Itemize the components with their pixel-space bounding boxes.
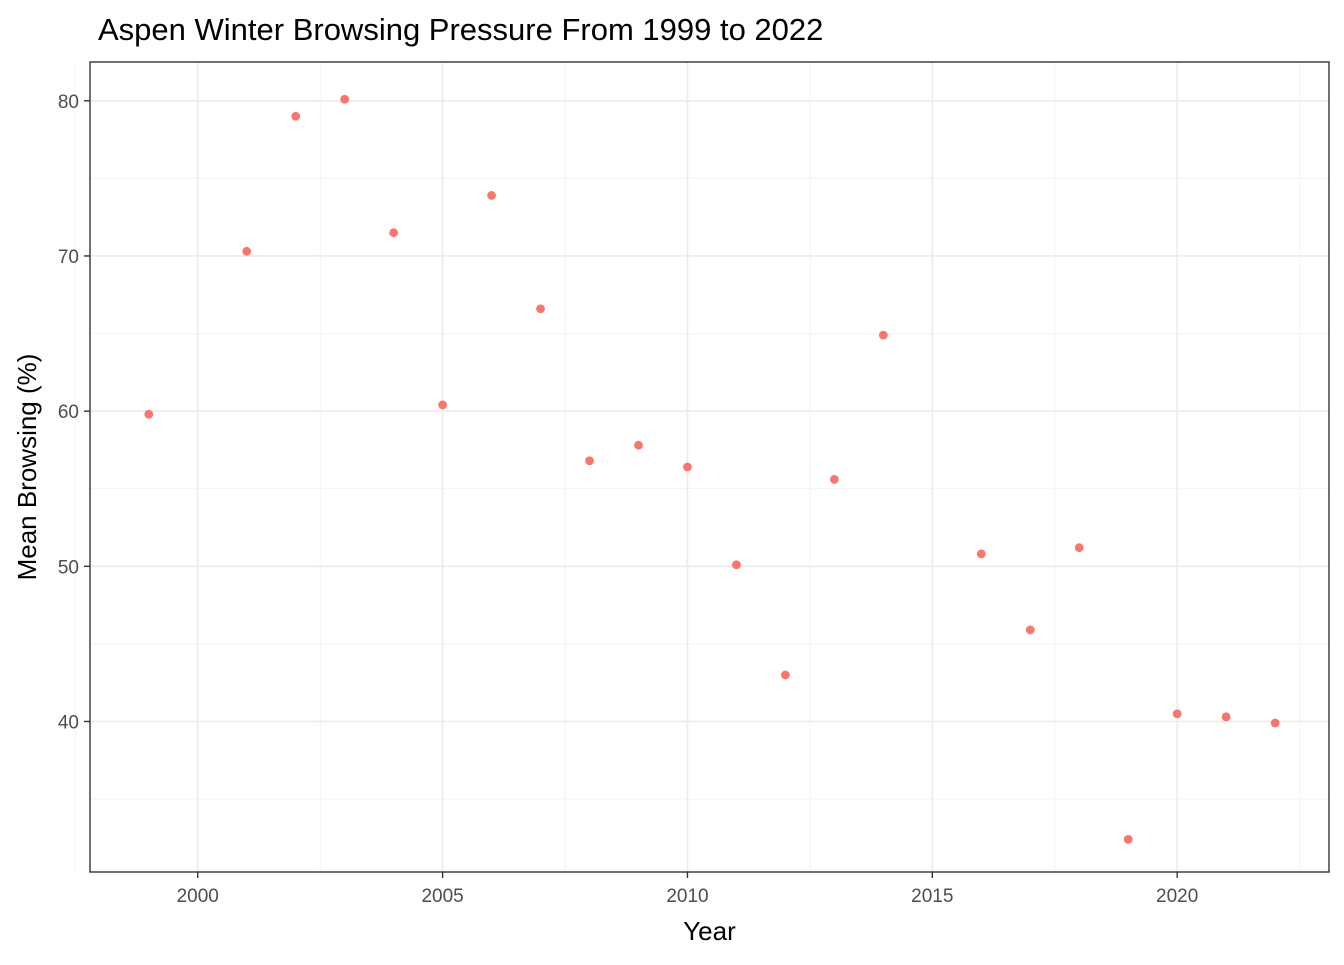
data-point	[438, 400, 448, 410]
data-point	[487, 191, 496, 200]
y-tick-label: 40	[58, 712, 79, 733]
y-tick-label: 70	[58, 247, 79, 268]
data-point	[1221, 712, 1231, 722]
y-axis: 40 50 60 70 80	[58, 92, 90, 733]
chart-title: Aspen Winter Browsing Pressure From 1999…	[98, 12, 823, 47]
data-point	[1270, 718, 1280, 728]
y-tick-label: 80	[58, 92, 79, 113]
data-point	[732, 560, 741, 570]
x-tick-label: 2000	[177, 886, 219, 907]
y-tick-label: 60	[58, 402, 79, 423]
y-tick-label: 50	[58, 557, 79, 578]
panel-border	[89, 61, 1330, 873]
data-point	[781, 670, 790, 680]
data-point	[340, 94, 350, 104]
data-point	[634, 440, 643, 450]
data-point	[683, 462, 692, 472]
data-point	[242, 246, 252, 256]
data-point	[1123, 835, 1133, 844]
x-tick-label: 2015	[911, 886, 953, 907]
minor-gridlines	[74, 62, 1329, 872]
x-axis: 2000 2005 2010 2015 2020	[177, 872, 1198, 907]
data-point	[1025, 625, 1035, 635]
data-point	[536, 304, 545, 314]
data-point	[1074, 543, 1084, 553]
data-point	[291, 111, 301, 121]
data-point	[878, 330, 888, 340]
data-point	[389, 228, 399, 238]
data-point	[829, 475, 839, 484]
x-tick-label: 2020	[1156, 886, 1198, 907]
data-point	[1172, 709, 1182, 719]
data-points	[144, 94, 1280, 844]
data-point	[144, 409, 154, 419]
x-axis-title: Year	[683, 916, 736, 946]
x-tick-label: 2010	[666, 886, 708, 907]
x-tick-label: 2005	[421, 886, 463, 907]
y-axis-title: Mean Browsing (%)	[12, 354, 42, 581]
data-point	[976, 549, 986, 559]
data-point	[585, 456, 594, 466]
